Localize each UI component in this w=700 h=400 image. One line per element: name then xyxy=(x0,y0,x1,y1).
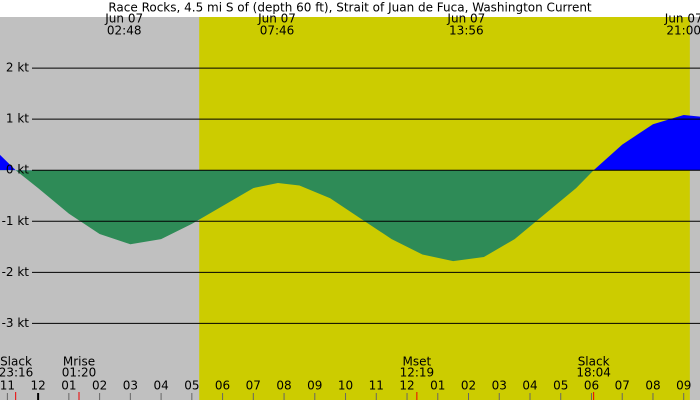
x-tick-label: 11 xyxy=(0,379,15,393)
y-tick-label: -3 kt xyxy=(2,316,30,330)
event-time: 18:04 xyxy=(576,366,611,380)
event-name: Slack xyxy=(578,355,610,369)
x-tick-label: 04 xyxy=(153,379,168,393)
x-tick-label: 05 xyxy=(553,379,568,393)
y-tick-label: 1 kt xyxy=(6,112,29,126)
top-date: Jun 07 xyxy=(664,12,700,26)
y-tick-label: 0 kt xyxy=(6,163,29,177)
top-date: Jun 07 xyxy=(257,12,296,26)
x-tick-label: 07 xyxy=(246,379,261,393)
x-tick-label: 02 xyxy=(92,379,107,393)
x-tick-label: 12 xyxy=(399,379,414,393)
x-tick-label: 10 xyxy=(338,379,353,393)
top-date: Jun 07 xyxy=(446,12,485,26)
top-date: Jun 07 xyxy=(104,12,143,26)
top-time: 13:56 xyxy=(449,24,484,38)
ebb-area xyxy=(0,170,700,262)
x-tick-label: 09 xyxy=(676,379,691,393)
event-name: Mrise xyxy=(63,355,95,369)
event-time: 12:19 xyxy=(400,366,435,380)
event-name: Mset xyxy=(403,355,432,369)
top-time: 21:00 xyxy=(666,24,700,38)
top-time: 07:46 xyxy=(260,24,295,38)
y-tick-label: -1 kt xyxy=(2,214,30,228)
x-tick-label: 06 xyxy=(215,379,230,393)
event-time: 01:20 xyxy=(62,366,97,380)
event-name: Slack xyxy=(0,355,32,369)
y-tick-label: 2 kt xyxy=(6,61,29,75)
x-tick-label: 08 xyxy=(645,379,660,393)
event-time: 23:16 xyxy=(0,366,33,380)
x-tick-label: 09 xyxy=(307,379,322,393)
x-tick-label: 03 xyxy=(492,379,507,393)
x-tick-label: 08 xyxy=(276,379,291,393)
x-tick-label: 01 xyxy=(61,379,76,393)
x-tick-label: 05 xyxy=(184,379,199,393)
chart-title: Race Rocks, 4.5 mi S of (depth 60 ft), S… xyxy=(108,1,592,15)
x-tick-label: 11 xyxy=(369,379,384,393)
top-time: 02:48 xyxy=(107,24,142,38)
flood-area xyxy=(0,115,700,171)
x-tick-label: 04 xyxy=(522,379,537,393)
y-tick-label: -2 kt xyxy=(2,265,30,279)
x-tick-label: 06 xyxy=(584,379,599,393)
x-tick-label: 07 xyxy=(615,379,630,393)
x-tick-label: 03 xyxy=(123,379,138,393)
x-tick-label: 01 xyxy=(430,379,445,393)
x-tick-label: 02 xyxy=(461,379,476,393)
x-tick-label: 12 xyxy=(30,379,45,393)
